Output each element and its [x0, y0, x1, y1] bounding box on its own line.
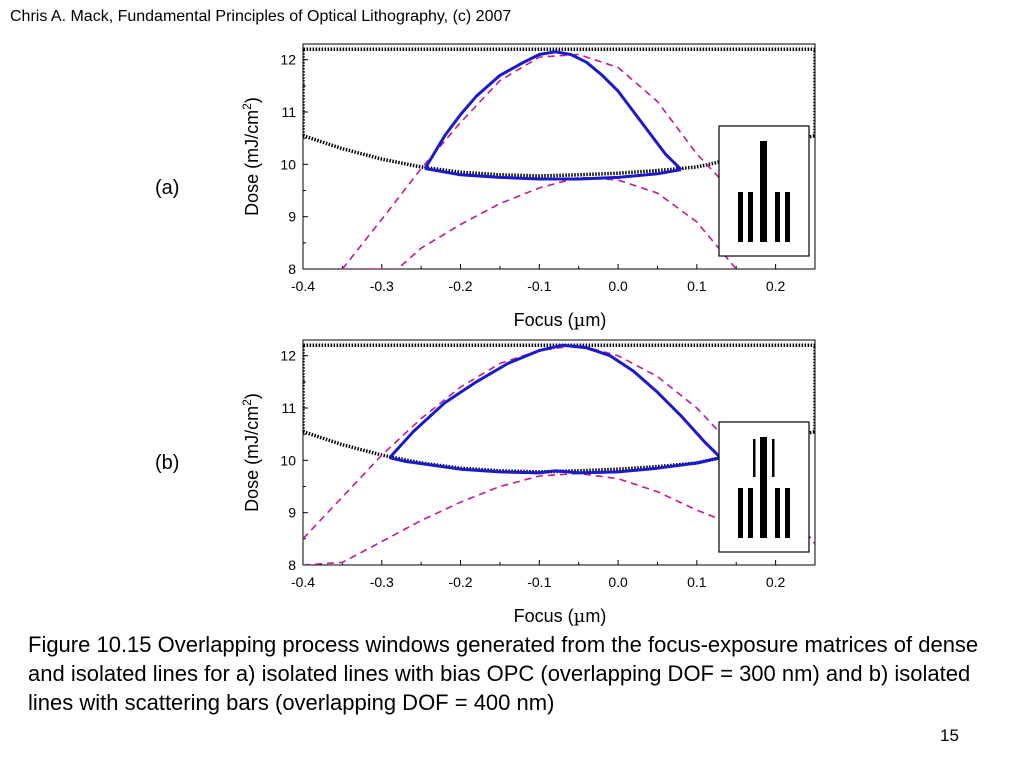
inset-dense-line	[775, 192, 780, 242]
panel-label-b: (b)	[155, 452, 180, 474]
inset-scattering-bar	[772, 439, 775, 477]
y-axis-label-tail: )	[242, 97, 262, 103]
inset-isolated-line	[760, 437, 767, 538]
x-axis-label-mu: µ	[574, 606, 586, 627]
x-axis-label-tail: m)	[585, 310, 606, 330]
x-tick-label: -0.1	[527, 574, 551, 590]
series-dotted-0	[303, 429, 815, 474]
y-tick-label: 9	[288, 505, 296, 521]
y-axis-label-tail: )	[242, 393, 262, 399]
y-axis-label-main: Dose (mJ/cm	[242, 110, 262, 216]
y-tick-label: 10	[280, 156, 296, 172]
plot-frame	[302, 339, 816, 566]
series-solid-5	[424, 167, 682, 181]
header-citation: Chris A. Mack, Fundamental Principles of…	[10, 8, 512, 25]
y-tick-label: 12	[280, 348, 296, 364]
series-dashed-3	[303, 472, 776, 565]
series-solid-5	[389, 456, 721, 475]
y-axis-label: Dose (mJ/cm2)	[240, 393, 262, 512]
series-dashed-3	[342, 176, 737, 269]
x-tick-label: -0.3	[370, 574, 394, 590]
x-axis-label-tail: m)	[585, 606, 606, 626]
x-axis-label-mu: µ	[574, 310, 586, 331]
x-axis-label: Focus (µm)	[514, 310, 607, 331]
x-tick-label: -0.2	[448, 278, 472, 294]
inset-dense-line	[775, 488, 780, 538]
page-number: 15	[940, 726, 959, 745]
inset-dense-line	[738, 192, 743, 242]
series-dotted-1	[303, 47, 815, 136]
figure-caption: Figure 10.15 Overlapping process windows…	[28, 632, 979, 715]
x-tick-label: 0.2	[766, 278, 786, 294]
x-tick-label: 0.0	[608, 574, 628, 590]
inset-scattering-bar	[753, 439, 756, 477]
panel-label-a: (a)	[155, 177, 180, 199]
inset-dense-line	[748, 488, 753, 538]
x-tick-label: -0.4	[291, 574, 315, 590]
chart-panel-a: 8 9 10 11 12 -0.4 -0.3 -0.2 -0.1 0.0 0.1 0.2 Focus (…	[240, 43, 816, 331]
inset-isolated-line	[760, 141, 767, 242]
x-axis-label-main: Focus (	[514, 606, 574, 626]
x-axis-label: Focus (µm)	[514, 606, 607, 627]
series-dashed-2	[341, 53, 761, 269]
x-tick-label: -0.4	[291, 278, 315, 294]
series-dotted-1	[303, 343, 815, 432]
y-axis-label-sup: 2	[240, 399, 254, 406]
inset-dense-line	[748, 192, 753, 242]
y-tick-label: 8	[288, 557, 296, 573]
x-tick-label: -0.3	[370, 278, 394, 294]
series-solid-4	[388, 343, 722, 459]
inset-dense-line	[785, 192, 790, 242]
inset-dense-line	[738, 488, 743, 538]
y-tick-label: 8	[288, 261, 296, 277]
series-group	[303, 47, 815, 269]
y-axis-label: Dose (mJ/cm2)	[240, 97, 262, 216]
series-dotted-0	[303, 133, 815, 178]
x-tick-label: 0.1	[687, 278, 707, 294]
x-tick-label: -0.1	[527, 278, 551, 294]
y-tick-label: 12	[280, 52, 296, 68]
x-tick-label: 0.1	[687, 574, 707, 590]
x-tick-label: 0.0	[608, 278, 628, 294]
series-solid-4	[423, 50, 683, 171]
chart-panel-b: 8 9 10 11 12 -0.4 -0.3 -0.2 -0.1 0.0 0.1 0.2 Focus (…	[240, 339, 816, 627]
x-axis-label-main: Focus (	[514, 310, 574, 330]
plot-frame	[302, 43, 816, 270]
y-tick-label: 11	[281, 104, 296, 120]
y-tick-label: 11	[281, 400, 296, 416]
inset-dense-line	[785, 488, 790, 538]
y-tick-label: 10	[280, 452, 296, 468]
y-axis-label-sup: 2	[240, 103, 254, 110]
y-axis-label-main: Dose (mJ/cm	[242, 406, 262, 512]
x-tick-label: -0.2	[448, 574, 472, 590]
x-tick-label: 0.2	[766, 574, 786, 590]
y-tick-label: 9	[288, 209, 296, 225]
